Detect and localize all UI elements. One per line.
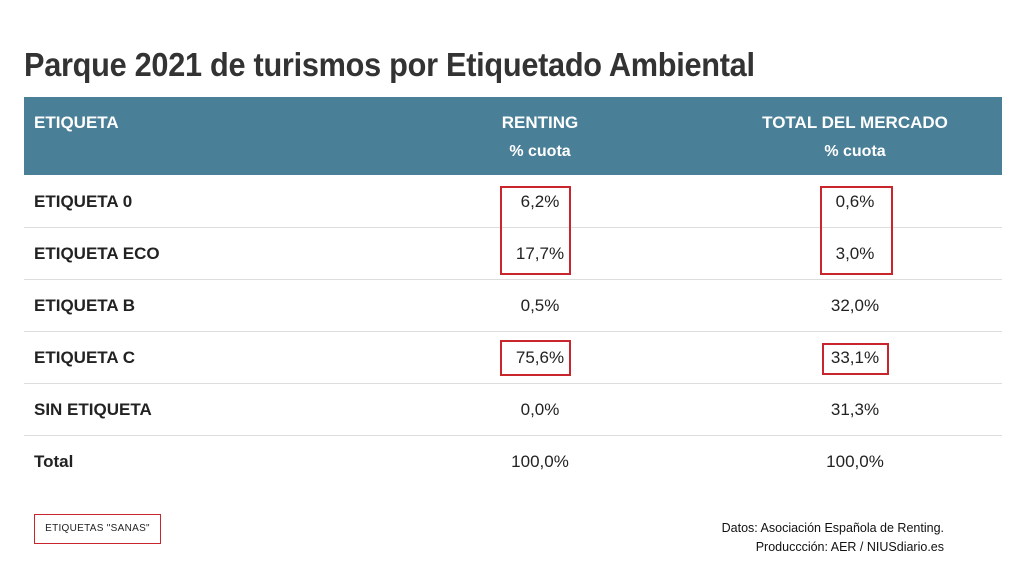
row-label: Total (34, 452, 74, 471)
row-label: SIN ETIQUETA (34, 400, 152, 419)
table-row: ETIQUETA ECO 17,7% 3,0% (24, 228, 1002, 280)
header-etiqueta-label: ETIQUETA (34, 113, 119, 132)
renting-value: 17,7% (515, 244, 565, 263)
chart-title: Parque 2021 de turismos por Etiquetado A… (24, 46, 755, 83)
data-table: ETIQUETA RENTING % cuota TOTAL DEL MERCA… (24, 97, 1002, 487)
renting-value: 0,0% (520, 400, 560, 419)
table-header: ETIQUETA RENTING % cuota TOTAL DEL MERCA… (24, 97, 1002, 175)
table-row: ETIQUETA C 75,6% 33,1% (24, 332, 1002, 384)
header-etiqueta: ETIQUETA (34, 113, 119, 133)
table-row-total: Total 100,0% 100,0% (24, 436, 1002, 487)
header-renting-label: RENTING (501, 113, 579, 132)
table-row: SIN ETIQUETA 0,0% 31,3% (24, 384, 1002, 436)
mercado-value: 3,0% (835, 244, 875, 263)
table-row: ETIQUETA 0 6,2% 0,6% (24, 176, 1002, 228)
header-renting: RENTING % cuota (492, 113, 588, 161)
renting-value: 6,2% (520, 192, 560, 211)
header-mercado: TOTAL DEL MERCADO % cuota (754, 113, 956, 161)
header-renting-sub: % cuota (509, 143, 571, 160)
renting-value: 100,0% (511, 452, 569, 471)
row-label: ETIQUETA 0 (34, 192, 133, 211)
mercado-value: 31,3% (830, 400, 880, 419)
mercado-value: 32,0% (830, 296, 880, 315)
mercado-value: 33,1% (830, 348, 880, 367)
row-label: ETIQUETA C (34, 348, 136, 367)
legend-sanas: ETIQUETAS "SANAS" (34, 514, 161, 544)
source-line-data: Datos: Asociación Española de Renting. (721, 521, 944, 535)
renting-value: 75,6% (515, 348, 565, 367)
mercado-value: 0,6% (835, 192, 875, 211)
header-mercado-sub: % cuota (824, 143, 886, 160)
source-note: Datos: Asociación Española de Renting. P… (722, 519, 944, 557)
header-mercado-label: TOTAL DEL MERCADO (762, 113, 948, 132)
table-row: ETIQUETA B 0,5% 32,0% (24, 280, 1002, 332)
row-label: ETIQUETA ECO (34, 244, 160, 263)
source-line-production: Produccción: AER / NIUSdiario.es (755, 540, 944, 554)
row-label: ETIQUETA B (34, 296, 136, 315)
renting-value: 0,5% (520, 296, 560, 315)
mercado-value: 100,0% (826, 452, 884, 471)
